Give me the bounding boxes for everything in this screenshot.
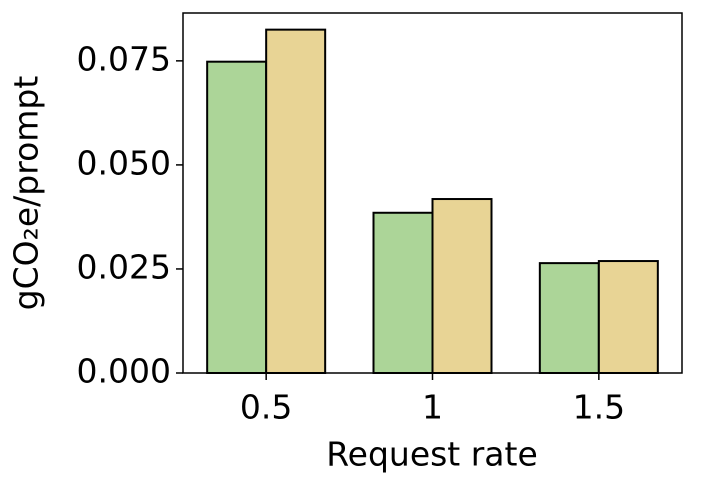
bar: [372, 211, 434, 374]
x-axis-label: Request rate: [326, 435, 538, 474]
x-tick-label: 1: [422, 388, 443, 427]
bar: [431, 198, 493, 374]
plot-frame: [182, 12, 683, 374]
y-tick-label: 0.000: [77, 352, 171, 391]
y-tick-label: 0.050: [77, 143, 171, 182]
bar: [538, 262, 600, 374]
bar: [597, 260, 659, 374]
x-tick-label: 0.5: [240, 388, 292, 427]
y-tick-label: 0.075: [77, 39, 171, 78]
y-tick-label: 0.025: [77, 247, 171, 286]
bar: [206, 60, 268, 375]
bar: [265, 28, 327, 374]
y-axis-label: gCO₂e/prompt: [7, 76, 46, 311]
x-tick-label: 1.5: [573, 388, 625, 427]
